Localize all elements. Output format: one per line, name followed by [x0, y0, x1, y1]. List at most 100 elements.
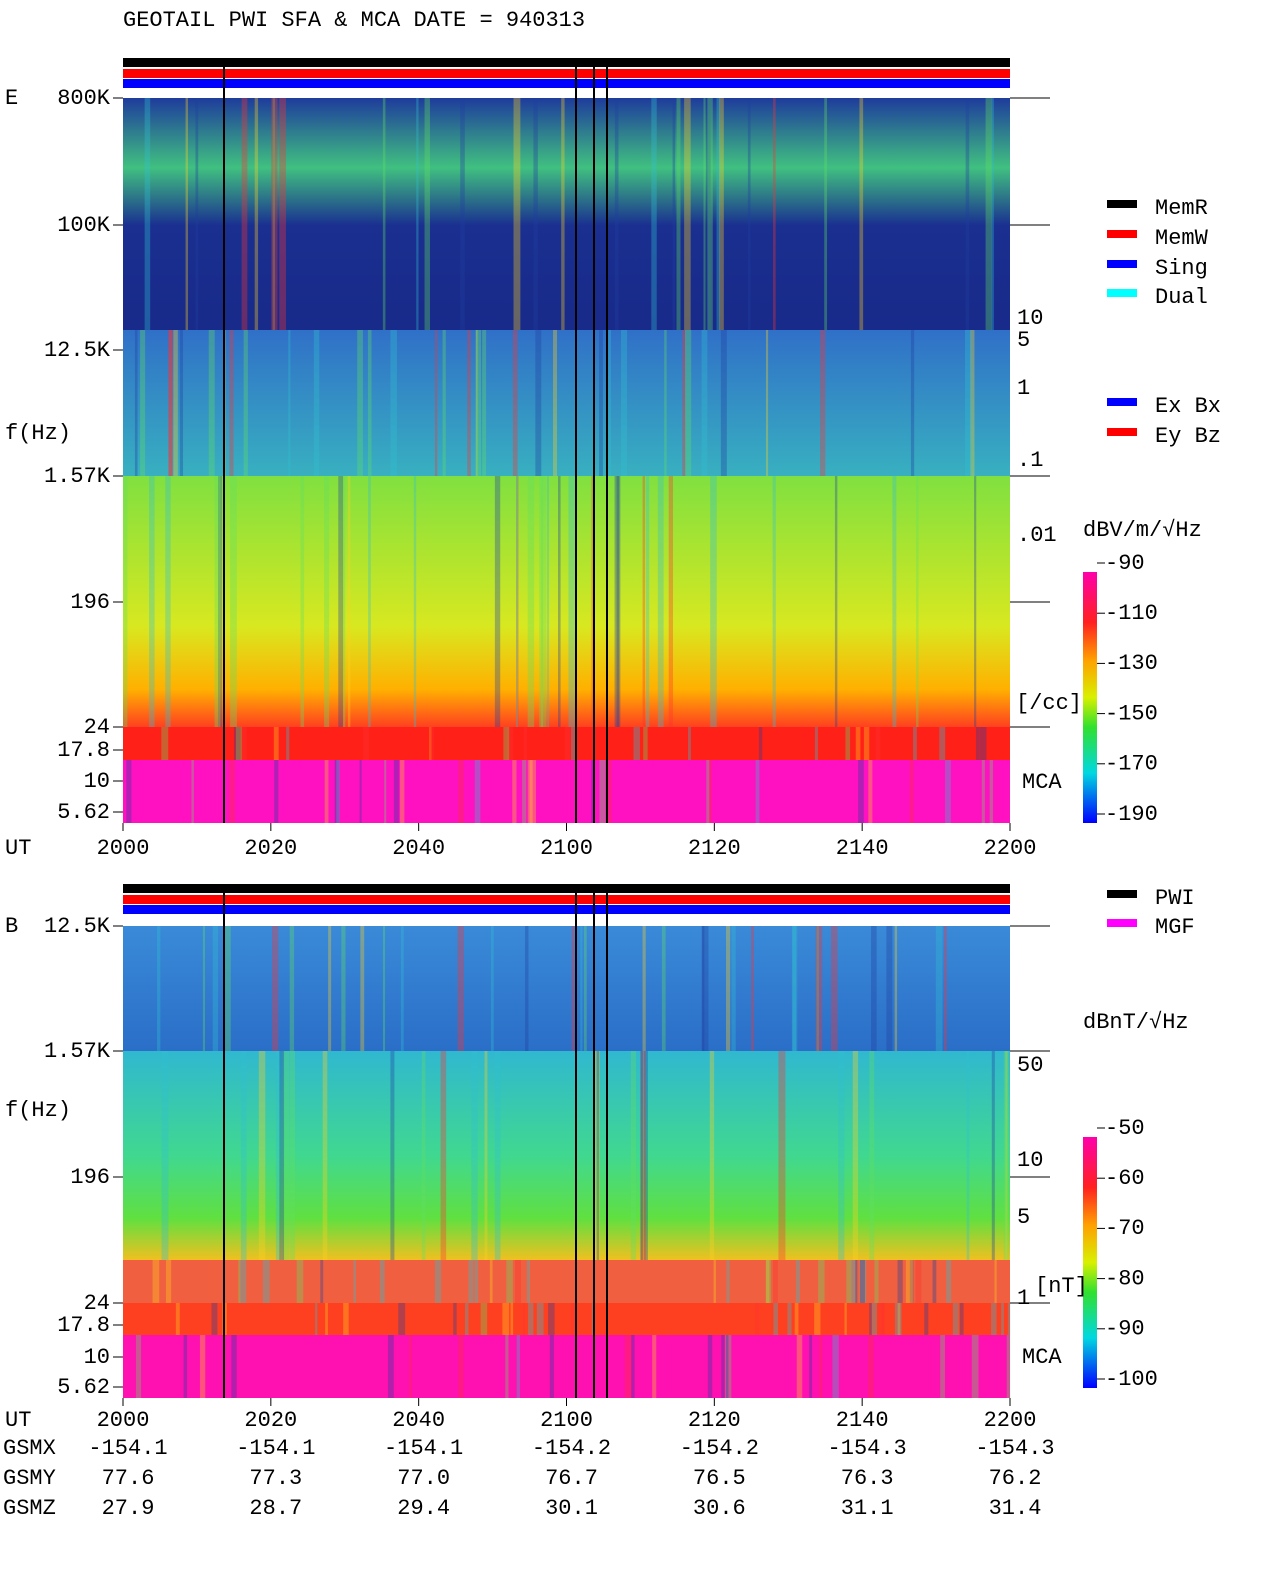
spectrogram-texture — [208, 330, 215, 476]
spectrogram-texture — [795, 1260, 800, 1303]
spectrogram-texture — [964, 330, 972, 476]
spectrogram-texture — [897, 1303, 901, 1335]
spectrogram-texture — [484, 1051, 488, 1260]
density-unit: [nT] — [1035, 1274, 1088, 1299]
spectrogram-texture — [229, 330, 234, 476]
spectrogram-texture — [231, 1335, 237, 1398]
spectrogram-texture — [516, 476, 519, 727]
spectrogram-texture — [820, 330, 826, 476]
spectrogram-texture — [966, 1051, 970, 1260]
mca-label: MCA — [1022, 770, 1062, 795]
spectrogram-texture — [772, 476, 776, 727]
orbit-value: -154.1 — [384, 1436, 463, 1461]
spectrogram-texture — [453, 1303, 457, 1335]
orbit-value: -154.2 — [680, 1436, 759, 1461]
spectrogram-texture — [844, 1303, 847, 1335]
spectrogram-texture — [640, 1051, 646, 1260]
legend-label: MGF — [1155, 915, 1195, 940]
spectrogram-texture — [400, 926, 404, 1051]
spectrogram-texture — [282, 1051, 290, 1260]
spectrogram-texture — [271, 98, 278, 330]
spectrogram-texture — [616, 476, 620, 727]
spectrogram-texture — [897, 1260, 903, 1303]
spectrogram-texture — [379, 1260, 385, 1303]
density-tick-label: .01 — [1017, 523, 1057, 548]
spectrogram-texture — [720, 330, 727, 476]
spectrogram-texture — [360, 926, 365, 1051]
spectrogram-texture — [596, 1051, 600, 1260]
spectrogram-texture — [320, 1260, 324, 1303]
spectrogram-texture — [336, 760, 340, 823]
spectrogram-texture — [458, 1335, 464, 1398]
spectrogram-texture — [516, 476, 519, 727]
freq-tick-label: 24 — [84, 715, 110, 740]
spectrogram-texture — [359, 760, 362, 823]
spectrogram-texture — [514, 1260, 521, 1303]
spectrogram-texture — [809, 1335, 813, 1398]
spectrogram-texture — [440, 1051, 447, 1260]
spectrogram-texture — [273, 727, 279, 760]
spectrogram-texture — [525, 926, 529, 1051]
spectrogram-texture — [342, 476, 346, 727]
spectrogram-texture — [382, 926, 386, 1051]
spectrogram-texture — [894, 1303, 902, 1335]
spectrogram-texture — [561, 98, 565, 330]
colorbar-tick-label: -90 — [1105, 1317, 1145, 1342]
spectrogram-texture — [467, 330, 471, 476]
spectrogram-texture — [701, 926, 709, 1051]
spectrogram-texture — [505, 1335, 509, 1398]
spectrogram-texture — [288, 330, 291, 476]
spectrogram-texture — [642, 926, 646, 1051]
time-tick-label: 2120 — [688, 836, 741, 861]
spectrogram-texture — [794, 1303, 799, 1335]
spectrogram-texture — [165, 476, 171, 727]
spectrogram-texture — [838, 1051, 845, 1260]
spectrogram-texture — [199, 1335, 206, 1398]
time-tick-label: 2000 — [97, 1408, 150, 1433]
spectrogram-texture — [475, 330, 478, 476]
spectrogram-texture — [168, 330, 172, 476]
spectrogram-texture — [751, 926, 754, 1051]
spectrogram-texture — [157, 926, 161, 1051]
spectrogram-texture — [787, 1303, 792, 1335]
spectrogram-texture — [642, 476, 646, 727]
spectrogram-texture — [179, 330, 184, 476]
density-unit: [/cc] — [1016, 691, 1082, 716]
time-tick-label: 2140 — [836, 836, 889, 861]
mca-label: MCA — [1022, 1345, 1062, 1370]
spectrogram-texture — [932, 1260, 937, 1303]
spectrogram-texture — [583, 926, 587, 1051]
legend-label: MemR — [1155, 196, 1208, 221]
spectrogram-texture — [503, 727, 510, 760]
spectrogram-texture — [1001, 1303, 1004, 1335]
spectrogram-texture — [480, 1303, 488, 1335]
colorbar-tick-label: -100 — [1105, 1367, 1158, 1392]
spectrogram-texture — [850, 1260, 857, 1303]
spectrogram-texture — [185, 98, 189, 330]
colorbar-tick-label: -170 — [1105, 752, 1158, 777]
legend-swatch — [1107, 919, 1137, 927]
spectrogram-texture — [863, 727, 870, 760]
colorbar — [1083, 1137, 1097, 1388]
density-tick-label: 1 — [1017, 376, 1030, 401]
spectrogram-band — [123, 926, 1010, 1051]
spectrogram-texture — [707, 1335, 713, 1398]
spectrogram-texture — [413, 476, 417, 727]
spectrogram-texture — [362, 727, 370, 760]
spectrogram-texture — [875, 727, 881, 760]
spectrogram-texture — [719, 98, 724, 330]
legend-label: MemW — [1155, 226, 1209, 251]
orbit-label: GSMY — [3, 1466, 56, 1491]
spectrogram-texture — [557, 476, 561, 727]
spectrogram-texture — [845, 727, 851, 760]
spectrogram-texture — [457, 926, 464, 1051]
spectrogram-texture — [716, 98, 720, 330]
spectrogram-texture — [1005, 1051, 1008, 1260]
spectrogram-texture — [279, 1051, 285, 1260]
orbit-value: -154.1 — [236, 1436, 315, 1461]
spectrogram-texture — [416, 98, 419, 330]
orbit-value: 27.9 — [102, 1496, 155, 1521]
spectrogram-texture — [334, 760, 340, 823]
spectrogram-texture — [599, 330, 603, 476]
orbit-value: 30.6 — [693, 1496, 746, 1521]
